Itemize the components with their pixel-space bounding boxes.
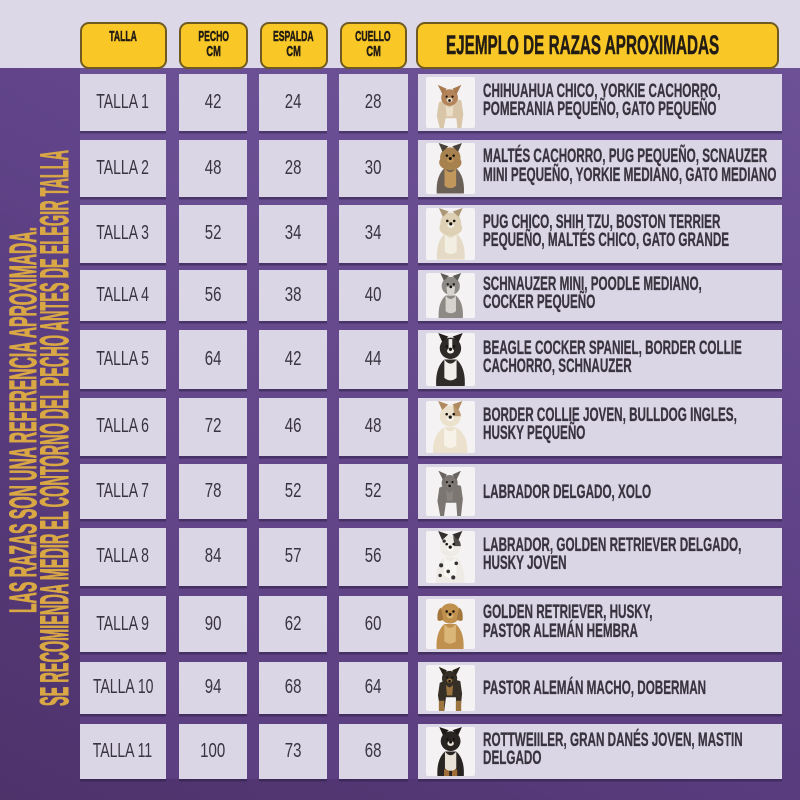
svg-text:SE RECOMIENDA MEDIR EL CONTORN: SE RECOMIENDA MEDIR EL CONTORNO DEL PECH… xyxy=(33,150,77,706)
svg-text:LAS RAZAS SON UNA REFERENCIA A: LAS RAZAS SON UNA REFERENCIA APROXIMADA. xyxy=(3,227,45,613)
